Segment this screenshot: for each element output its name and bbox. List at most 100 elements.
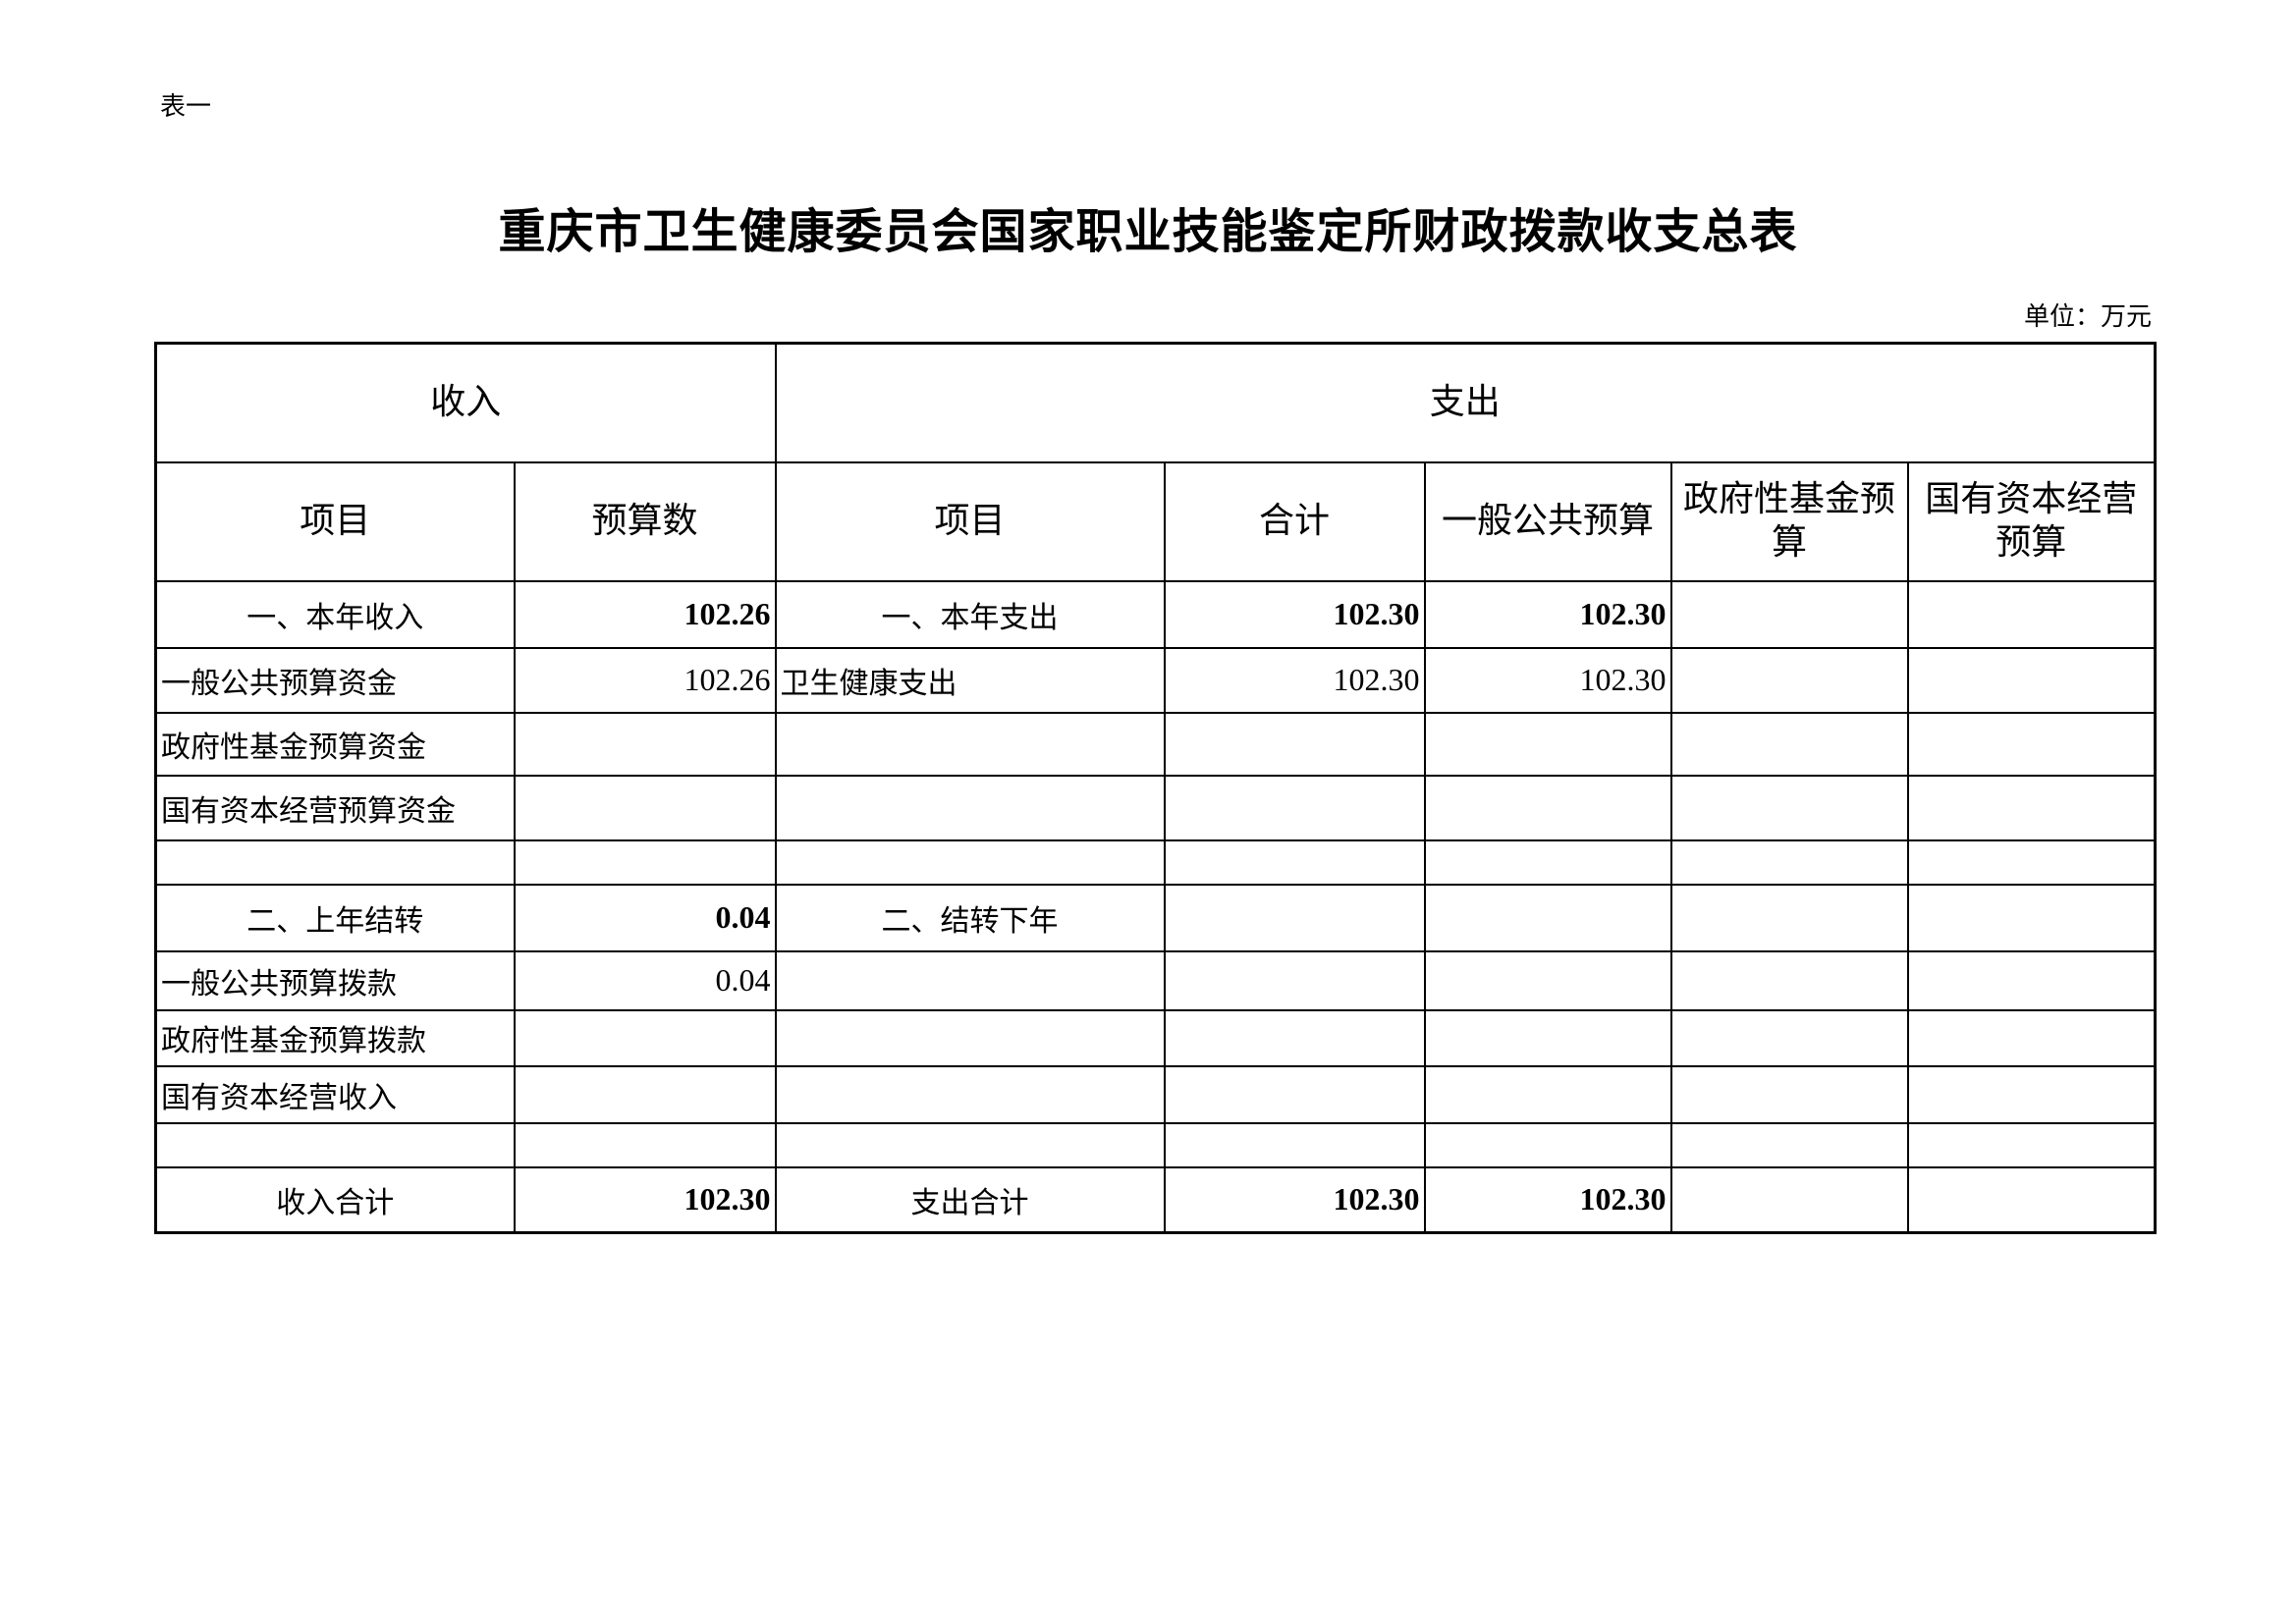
table-row: 一、本年收入 102.26 一、本年支出 102.30 102.30 [154, 579, 2157, 649]
amount-cell [1906, 711, 2157, 777]
table-row [154, 839, 2157, 886]
item-cell [774, 774, 1166, 841]
table-row: 一般公共预算拨款 0.04 [154, 949, 2157, 1011]
amount-cell [1423, 1008, 1672, 1067]
col-income-budget: 预算数 [513, 460, 777, 582]
col-gov-fund-budget: 政府性基金预算 [1669, 460, 1909, 582]
amount-cell [1669, 839, 1909, 886]
amount-cell [1423, 949, 1672, 1011]
amount-cell [1669, 1165, 1909, 1234]
col-state-capital-budget: 国有资本经营预算 [1906, 460, 2157, 582]
table-row: 政府性基金预算资金 [154, 711, 2157, 777]
amount-cell [1906, 1165, 2157, 1234]
col-general-budget: 一般公共预算 [1423, 460, 1672, 582]
table-row: 收入合计 102.30 支出合计 102.30 102.30 [154, 1165, 2157, 1234]
amount-cell [1906, 1008, 2157, 1067]
amount-cell: 102.30 [1423, 1165, 1672, 1234]
amount-cell [1423, 839, 1672, 886]
amount-cell [1669, 883, 1909, 952]
page-title: 重庆市卫生健康委员会国家职业技能鉴定所财政拨款收支总表 [498, 204, 1798, 259]
item-cell [774, 949, 1166, 1011]
amount-cell [1906, 883, 2157, 952]
amount-cell [1163, 1008, 1426, 1067]
item-cell [154, 839, 516, 886]
item-cell: 支出合计 [774, 1165, 1166, 1234]
item-cell: 国有资本经营收入 [154, 1064, 516, 1124]
amount-cell [1669, 579, 1909, 649]
unit-label: 单位：万元 [2023, 302, 2152, 332]
amount-cell [1163, 839, 1426, 886]
amount-cell [1669, 711, 1909, 777]
amount-cell [513, 1064, 777, 1124]
amount-cell [1423, 711, 1672, 777]
amount-cell [1906, 1121, 2157, 1168]
expense-header: 支出 [774, 342, 2157, 463]
header-group-row: 收入 支出 [154, 342, 2157, 463]
item-cell [154, 1121, 516, 1168]
item-cell [774, 1008, 1166, 1067]
amount-cell [513, 1008, 777, 1067]
item-cell: 一、本年支出 [774, 579, 1166, 649]
amount-cell [513, 711, 777, 777]
table-row: 二、上年结转 0.04 二、结转下年 [154, 883, 2157, 952]
item-cell [774, 1121, 1166, 1168]
item-cell: 卫生健康支出 [774, 646, 1166, 714]
col-total: 合计 [1163, 460, 1426, 582]
amount-cell [1906, 839, 2157, 886]
table-row: 国有资本经营收入 [154, 1064, 2157, 1124]
amount-cell [1163, 1121, 1426, 1168]
table-row [154, 1121, 2157, 1168]
amount-cell [513, 774, 777, 841]
column-header-row: 项目 预算数 项目 合计 一般公共预算 政府性基金预算 国有资本经营预算 [154, 460, 2157, 582]
amount-cell: 0.04 [513, 949, 777, 1011]
amount-cell [1906, 1064, 2157, 1124]
table-row: 政府性基金预算拨款 [154, 1008, 2157, 1067]
item-cell: 二、结转下年 [774, 883, 1166, 952]
amount-cell [1669, 949, 1909, 1011]
amount-cell [513, 839, 777, 886]
budget-summary-table: 收入 支出 项目 预算数 项目 合计 一般公共预算 政府性基金预算 国有资本经营… [154, 342, 2158, 1234]
table-number-label: 表一 [160, 92, 212, 122]
amount-cell [1669, 1064, 1909, 1124]
item-cell [774, 1064, 1166, 1124]
amount-cell [1906, 579, 2157, 649]
item-cell: 国有资本经营预算资金 [154, 774, 516, 841]
income-header: 收入 [154, 342, 777, 463]
amount-cell: 102.26 [513, 646, 777, 714]
item-cell: 收入合计 [154, 1165, 516, 1234]
amount-cell: 102.30 [513, 1165, 777, 1234]
amount-cell [1906, 774, 2157, 841]
amount-cell [1423, 1064, 1672, 1124]
amount-cell [1669, 1008, 1909, 1067]
item-cell: 二、上年结转 [154, 883, 516, 952]
item-cell: 一般公共预算拨款 [154, 949, 516, 1011]
item-cell: 一、本年收入 [154, 579, 516, 649]
amount-cell [1163, 883, 1426, 952]
col-income-item: 项目 [154, 460, 516, 582]
amount-cell [1906, 949, 2157, 1011]
amount-cell: 0.04 [513, 883, 777, 952]
amount-cell [513, 1121, 777, 1168]
amount-cell [1163, 949, 1426, 1011]
amount-cell: 102.30 [1163, 579, 1426, 649]
amount-cell: 102.30 [1423, 646, 1672, 714]
amount-cell [1423, 883, 1672, 952]
amount-cell [1163, 711, 1426, 777]
amount-cell: 102.30 [1163, 1165, 1426, 1234]
table-row: 国有资本经营预算资金 [154, 774, 2157, 841]
amount-cell [1906, 646, 2157, 714]
amount-cell: 102.30 [1163, 646, 1426, 714]
amount-cell [1423, 774, 1672, 841]
item-cell: 政府性基金预算拨款 [154, 1008, 516, 1067]
amount-cell [1669, 646, 1909, 714]
amount-cell: 102.30 [1423, 579, 1672, 649]
amount-cell [1669, 1121, 1909, 1168]
item-cell: 政府性基金预算资金 [154, 711, 516, 777]
amount-cell [1163, 1064, 1426, 1124]
amount-cell: 102.26 [513, 579, 777, 649]
table-row: 一般公共预算资金 102.26 卫生健康支出 102.30 102.30 [154, 646, 2157, 714]
amount-cell [1669, 774, 1909, 841]
item-cell [774, 839, 1166, 886]
amount-cell [1163, 774, 1426, 841]
col-expense-item: 项目 [774, 460, 1166, 582]
